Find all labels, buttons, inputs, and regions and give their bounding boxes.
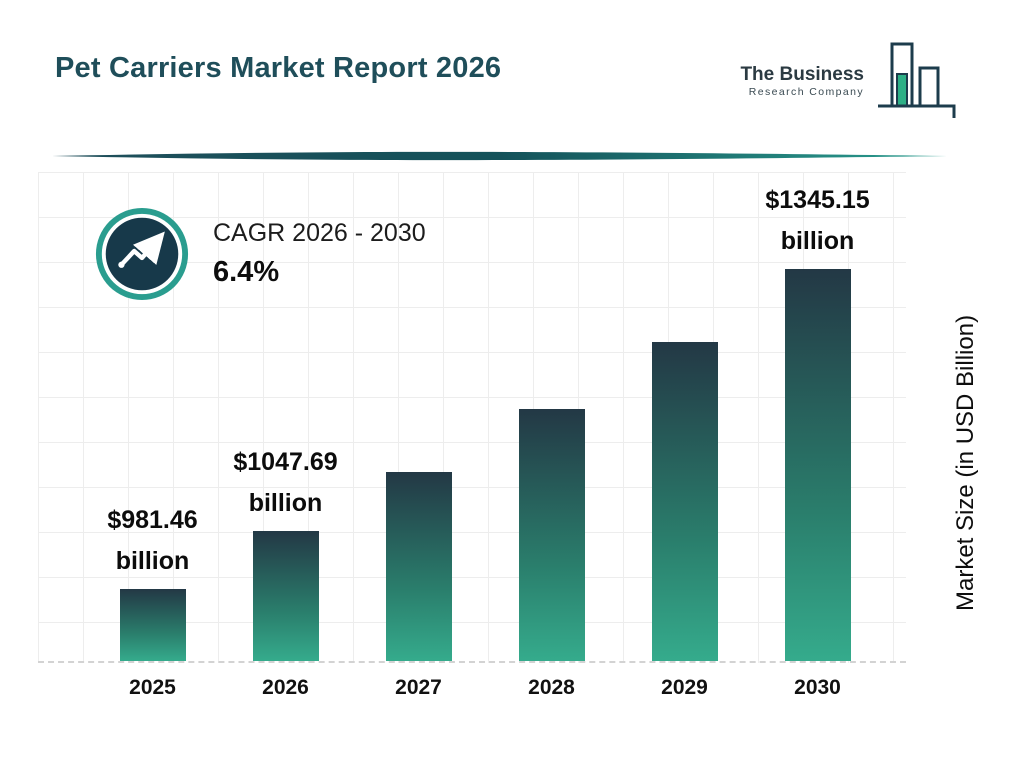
bar-value-label-2030: $1345.15 billion	[765, 186, 869, 256]
header-divider	[52, 150, 947, 162]
bar-2029	[651, 342, 718, 661]
bar-columns: $981.46 billion $1047.69 billion $1345.15 bil…	[86, 172, 884, 661]
cagr-value: 6.4%	[213, 256, 280, 288]
bar-column-2030: $1345.15 billion	[751, 186, 884, 661]
company-logo: The Business Research Company	[740, 40, 962, 122]
bar-column-2026: $1047.69 billion	[219, 448, 352, 661]
page-title: Pet Carriers Market Report 2026	[55, 52, 502, 84]
bar-value-unit: billion	[115, 547, 190, 575]
cagr-label: CAGR 2026 - 2030	[213, 219, 426, 247]
x-axis-labels: 2025 2026 2027 2028 2029 2030	[86, 676, 884, 700]
y-axis-label: Market Size (in USD Billion)	[952, 314, 979, 611]
x-axis-label-2027: 2027	[395, 676, 442, 699]
bar-value-unit: billion	[248, 489, 323, 517]
company-logo-text: The Business Research Company	[740, 64, 864, 98]
bar-value-label-2025: $981.46 billion	[107, 506, 197, 576]
bar-2028	[518, 409, 585, 661]
x-axis-label-2028: 2028	[528, 676, 575, 699]
x-axis-label-2026: 2026	[262, 676, 309, 699]
bar-value-amount: $981.46	[107, 506, 198, 534]
bar-column-2025: $981.46 billion	[86, 506, 219, 661]
bar-2027	[385, 472, 452, 661]
trend-arrow-icon	[93, 205, 191, 303]
bar-value-unit: billion	[780, 227, 855, 255]
bar-value-amount: $1047.69	[233, 448, 338, 476]
x-axis-label-2025: 2025	[129, 676, 176, 699]
bar-column-2027	[352, 472, 485, 661]
cagr-badge: CAGR 2026 - 2030 6.4%	[93, 205, 426, 303]
company-logo-line1: The Business	[740, 64, 864, 86]
bar-column-2028	[485, 409, 618, 661]
bar-chart-logo-icon	[870, 40, 962, 122]
bar-2026	[252, 531, 319, 661]
bar-2030	[784, 269, 851, 661]
bar-value-label-2026: $1047.69 billion	[233, 448, 337, 518]
bar-2025	[119, 589, 186, 661]
cagr-text: CAGR 2026 - 2030 6.4%	[213, 219, 426, 289]
chart-plot-area: $981.46 billion $1047.69 billion $1345.15 bil…	[38, 172, 906, 663]
bar-column-2029	[618, 342, 751, 661]
bar-value-amount: $1345.15	[765, 186, 870, 214]
x-axis-label-2029: 2029	[661, 676, 708, 699]
x-axis-label-2030: 2030	[794, 676, 841, 699]
company-logo-line2: Research Company	[748, 85, 864, 98]
